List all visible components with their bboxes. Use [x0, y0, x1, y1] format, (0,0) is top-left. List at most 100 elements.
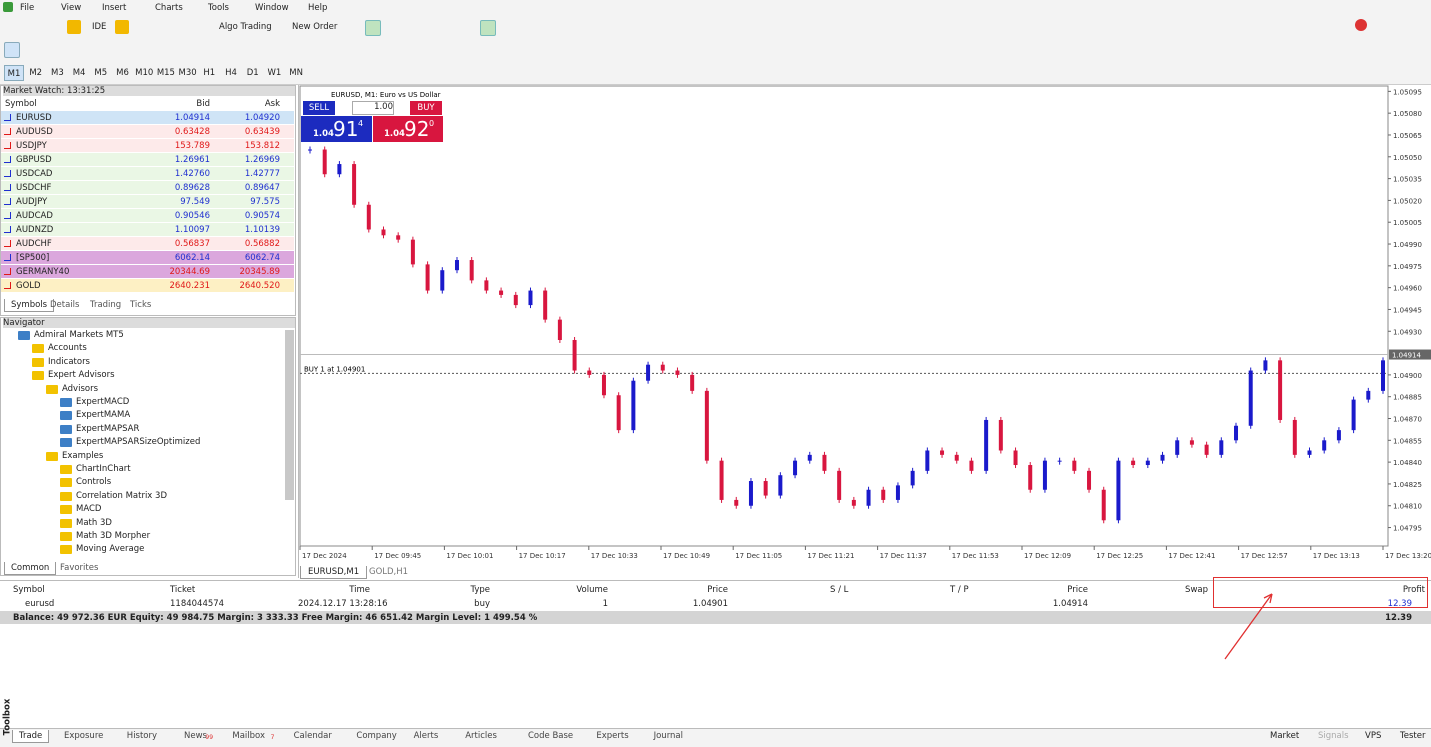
- row-bg[interactable]: [1, 209, 294, 222]
- toolbox-tab[interactable]: Trade: [12, 730, 50, 743]
- panel-tab[interactable]: Favorites: [60, 563, 99, 573]
- toolbox-tab[interactable]: Calendar: [293, 731, 332, 741]
- toolbox-tab[interactable]: Alerts: [413, 731, 439, 741]
- toolbox-tab[interactable]: Experts: [596, 731, 629, 741]
- toolbox-tab[interactable]: History: [126, 731, 158, 741]
- panel-tab[interactable]: Details: [50, 300, 80, 310]
- tree-item[interactable]: ExpertMAPSAR: [76, 423, 140, 434]
- tree-item[interactable]: Moving Average: [76, 544, 145, 555]
- panel-tab[interactable]: Symbols: [4, 299, 55, 312]
- timeframe-button[interactable]: MN: [289, 68, 303, 78]
- buy-box[interactable]: [373, 116, 443, 142]
- tree-item[interactable]: ExpertMACD: [76, 397, 130, 407]
- row-bg[interactable]: [1, 125, 294, 138]
- tree-item[interactable]: Math 3D: [76, 517, 112, 528]
- row-bg[interactable]: [1, 139, 294, 152]
- chart-tab[interactable]: EURUSD,M1: [300, 566, 368, 579]
- timeframe-button[interactable]: D1: [246, 68, 259, 78]
- ide-button[interactable]: IDE: [92, 22, 107, 32]
- timeframe-button[interactable]: M2: [29, 68, 43, 78]
- new-order-button[interactable]: New Order: [292, 22, 338, 32]
- row-bg[interactable]: [1, 167, 294, 180]
- tree-item[interactable]: Correlation Matrix 3D: [76, 490, 167, 501]
- timeframe-button[interactable]: M30: [178, 68, 197, 78]
- toolbar-icon[interactable]: [365, 20, 381, 36]
- timeframe-button[interactable]: H1: [203, 68, 216, 78]
- sell-box[interactable]: [301, 116, 372, 142]
- status-button[interactable]: Signals: [1318, 731, 1349, 741]
- panel-tab[interactable]: Common: [4, 562, 57, 575]
- row-bg[interactable]: [1, 181, 294, 194]
- row-bg[interactable]: [1, 237, 294, 250]
- candle: [1042, 460, 1047, 490]
- ask: 153.812: [244, 141, 280, 151]
- timeframe-button[interactable]: M4: [72, 68, 86, 78]
- menu-item[interactable]: Help: [308, 3, 328, 13]
- candle: [1336, 430, 1341, 441]
- row-bg[interactable]: [1, 265, 294, 278]
- menu-item[interactable]: File: [20, 3, 35, 13]
- timeframe-button[interactable]: M6: [116, 68, 129, 78]
- tree-item[interactable]: Controls: [76, 477, 112, 488]
- panel-tab[interactable]: Trading: [90, 300, 122, 310]
- timeframe-button[interactable]: H4: [225, 68, 237, 78]
- y-tick-label: 1.05050: [1393, 154, 1422, 162]
- tree-item[interactable]: Advisors: [62, 383, 99, 394]
- volume-field[interactable]: 1.00: [352, 101, 394, 115]
- row-bg[interactable]: [1, 153, 294, 166]
- notification[interactable]: [1355, 19, 1367, 31]
- toolbox-tab[interactable]: Company: [356, 731, 397, 741]
- status-button[interactable]: Market: [1270, 731, 1300, 741]
- buy-button[interactable]: BUY: [410, 101, 442, 115]
- ask: 20345.89: [239, 267, 280, 277]
- tree-item[interactable]: Admiral Markets MT5: [34, 330, 124, 340]
- toolbox-tab[interactable]: Mailbox: [232, 731, 266, 741]
- timeframe-button[interactable]: M1: [4, 65, 24, 81]
- toolbox-tab[interactable]: Articles: [465, 731, 497, 741]
- menu-item[interactable]: Tools: [208, 3, 229, 13]
- status-button[interactable]: VPS: [1365, 731, 1382, 741]
- row-bg[interactable]: [1, 279, 294, 292]
- sell-button[interactable]: SELL: [303, 101, 335, 115]
- tree-item[interactable]: Math 3D Morpher: [76, 531, 151, 541]
- timeframe-button[interactable]: M15: [156, 68, 175, 78]
- tree-item[interactable]: MACD: [76, 504, 102, 515]
- menu-item[interactable]: View: [61, 3, 82, 13]
- column-header: Type: [470, 585, 490, 595]
- candle: [646, 364, 651, 381]
- ask: 1.26969: [244, 155, 280, 165]
- toolbox-tab[interactable]: News: [184, 731, 207, 741]
- tree-item[interactable]: ExpertMAMA: [76, 410, 131, 421]
- timeframe-button[interactable]: M5: [94, 68, 108, 78]
- timeframe-button[interactable]: W1: [267, 68, 282, 78]
- panel-tab[interactable]: Ticks: [130, 300, 152, 310]
- column-header: Ticket: [170, 585, 196, 595]
- tree-item[interactable]: Indicators: [48, 356, 90, 367]
- toolbox-tab[interactable]: Journal: [653, 731, 683, 741]
- status-button[interactable]: Tester: [1400, 731, 1426, 741]
- tree-icon: [18, 331, 30, 340]
- scrollbar[interactable]: [285, 330, 294, 500]
- cursor-tool[interactable]: [4, 42, 20, 58]
- timeframe-button[interactable]: M3: [51, 68, 64, 78]
- row-bg[interactable]: [1, 223, 294, 236]
- tree-item[interactable]: Expert Advisors: [48, 370, 115, 381]
- algo-trading-button[interactable]: Algo Trading: [219, 22, 272, 32]
- menu-item[interactable]: Window: [255, 3, 289, 13]
- x-tick-label: 17 Dec 11:21: [807, 552, 854, 560]
- chart-tab[interactable]: GOLD,H1: [369, 567, 409, 577]
- toolbox-tab[interactable]: Code Base: [528, 731, 574, 741]
- timeframe-button[interactable]: M10: [135, 68, 154, 78]
- tree-item[interactable]: ExpertMAPSARSizeOptimized: [76, 437, 201, 448]
- tree-item[interactable]: ChartInChart: [76, 464, 131, 474]
- toolbox-tab[interactable]: Exposure: [64, 731, 104, 741]
- trade-cell[interactable]: eurusd: [25, 599, 55, 609]
- tree-item[interactable]: Accounts: [48, 343, 87, 354]
- row-bg[interactable]: [1, 111, 294, 124]
- toolbar-icon[interactable]: [480, 20, 496, 36]
- menu-item[interactable]: Insert: [102, 3, 127, 13]
- tree-item[interactable]: Examples: [62, 450, 104, 461]
- menu-item[interactable]: Charts: [155, 3, 183, 13]
- row-bg[interactable]: [1, 195, 294, 208]
- row-bg[interactable]: [1, 251, 294, 264]
